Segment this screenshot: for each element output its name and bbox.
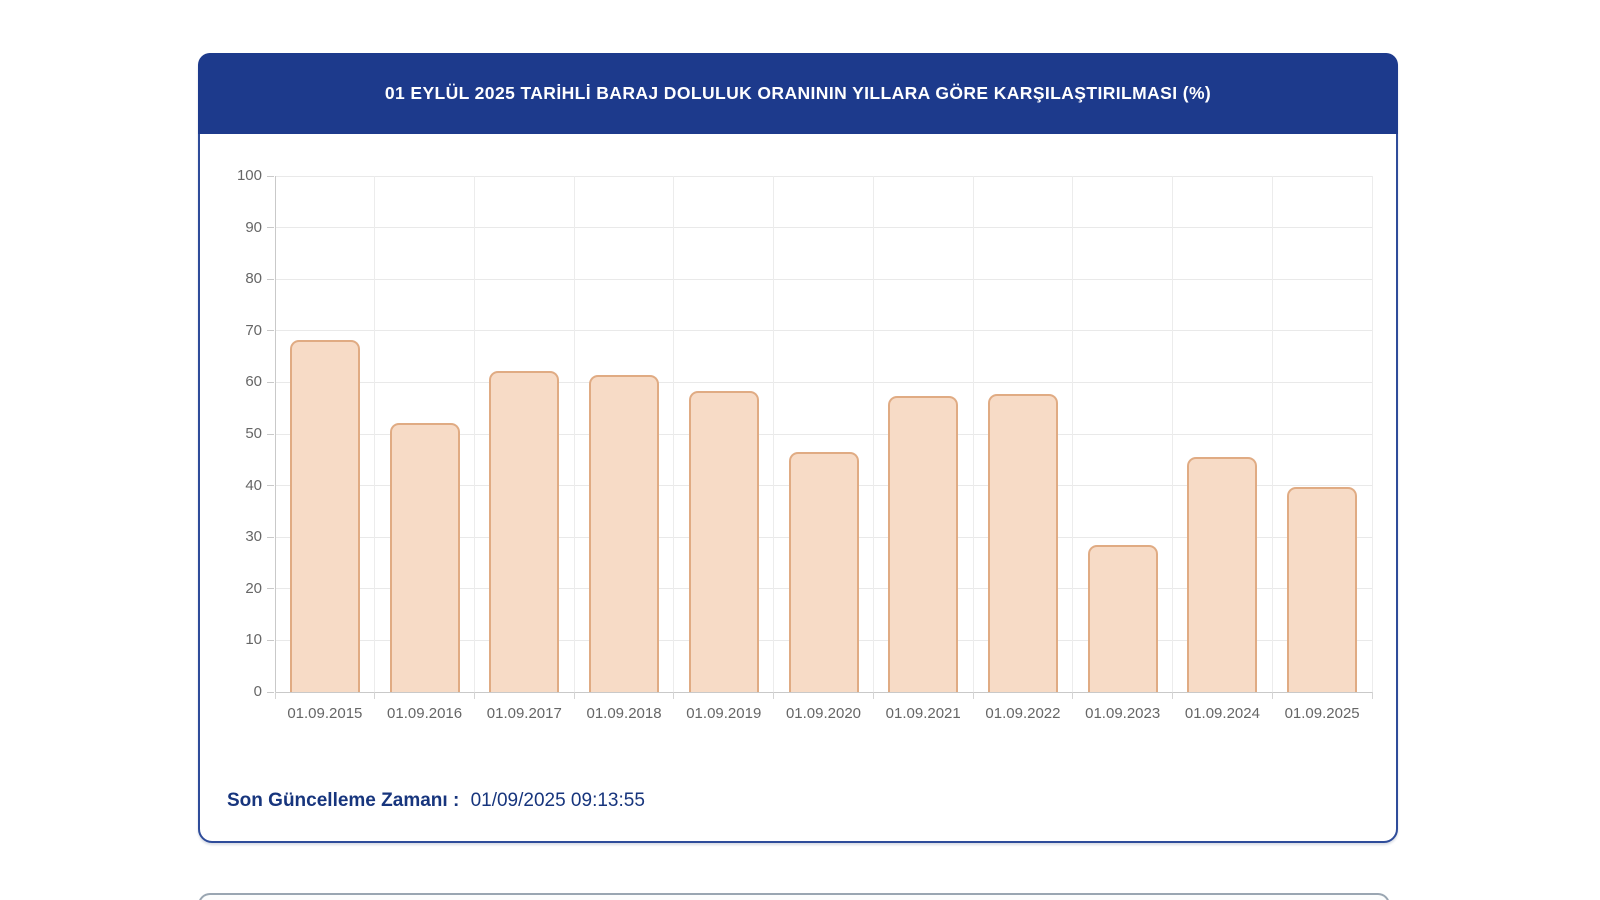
x-axis-label-01.09.2019: 01.09.2019 <box>686 705 762 722</box>
gridline-x-9 <box>1172 176 1174 692</box>
bar-01.09.2022[interactable] <box>987 394 1058 692</box>
gridline-y-50 <box>275 433 1372 435</box>
x-axis-label-01.09.2024: 01.09.2024 <box>1184 705 1260 722</box>
ytick-0 <box>267 691 274 693</box>
gridline-x-10 <box>1271 176 1273 692</box>
y-axis-label-0: 0 <box>253 683 262 700</box>
bar-chart: 0 10 20 30 40 50 60 70 80 90 100 01.09.2015 01.09.20… <box>200 55 1396 841</box>
xtick-3 <box>573 692 575 699</box>
gridline-x-8 <box>1072 176 1074 692</box>
y-axis-label-50: 50 <box>245 425 262 442</box>
bar-01.09.2016[interactable] <box>389 422 460 692</box>
x-axis-label-01.09.2022: 01.09.2022 <box>985 705 1061 722</box>
xtick-2 <box>473 692 475 699</box>
ytick-10 <box>267 639 274 641</box>
y-axis-label-60: 60 <box>245 373 262 391</box>
gridline-x-11 <box>1371 176 1373 692</box>
xtick-0 <box>274 692 276 699</box>
x-axis-label-01.09.2021: 01.09.2021 <box>885 705 961 722</box>
gridline-x-2 <box>473 176 475 692</box>
gridline-y-60 <box>275 381 1372 383</box>
xtick-1 <box>374 692 376 699</box>
bar-01.09.2018[interactable] <box>589 375 660 692</box>
xtick-7 <box>972 692 974 699</box>
gridline-x-3 <box>573 176 575 692</box>
gridline-x-4 <box>673 176 675 692</box>
x-axis-label-01.09.2023: 01.09.2023 <box>1085 705 1161 722</box>
gridline-y-100 <box>275 175 1372 177</box>
x-axis-label-01.09.2020: 01.09.2020 <box>785 705 862 722</box>
gridline-y-80 <box>275 278 1372 280</box>
ytick-100 <box>267 175 274 177</box>
chart-plot-area <box>274 175 1373 693</box>
x-axis-label-01.09.2025: 01.09.2025 <box>1284 705 1360 722</box>
last-update: Son Güncelleme Zamanı : 01/09/2025 09:13… <box>227 790 645 812</box>
last-update-label: Son Güncelleme Zamanı : <box>227 790 460 811</box>
chart-card-header: 01 EYLÜL 2025 TARİHLİ BARAJ DOLULUK ORAN… <box>198 53 1398 134</box>
y-axis-label-70: 70 <box>245 321 262 339</box>
xtick-5 <box>773 692 775 699</box>
bar-01.09.2025[interactable] <box>1287 487 1358 692</box>
ytick-70 <box>267 330 274 332</box>
gridline-x-7 <box>972 176 974 692</box>
xtick-4 <box>673 692 675 699</box>
x-axis-label-01.09.2017: 01.09.2017 <box>486 705 562 722</box>
gridline-x-5 <box>773 176 775 692</box>
y-axis-label-80: 80 <box>245 270 262 288</box>
bar-01.09.2019[interactable] <box>688 390 759 692</box>
y-axis-label-40: 40 <box>245 476 262 494</box>
gridline-x-0 <box>274 176 276 692</box>
ytick-80 <box>267 278 274 280</box>
chart-card: 01 EYLÜL 2025 TARİHLİ BARAJ DOLULUK ORAN… <box>198 53 1398 843</box>
last-update-value: 01/09/2025 09:13:55 <box>470 790 645 811</box>
gridline-y-90 <box>275 227 1372 229</box>
ytick-50 <box>267 433 274 435</box>
chart-title: 01 EYLÜL 2025 TARİHLİ BARAJ DOLULUK ORAN… <box>384 83 1212 103</box>
y-axis-label-20: 20 <box>245 579 262 597</box>
bar-01.09.2021[interactable] <box>888 395 959 692</box>
xtick-6 <box>872 692 874 699</box>
ytick-60 <box>267 381 274 383</box>
bar-01.09.2017[interactable] <box>489 370 560 692</box>
bar-01.09.2020[interactable] <box>788 452 859 692</box>
bar-01.09.2024[interactable] <box>1187 457 1258 692</box>
bar-01.09.2015[interactable] <box>289 339 360 692</box>
x-axis-label-01.09.2015: 01.09.2015 <box>287 705 363 722</box>
gridline-y-70 <box>275 330 1372 332</box>
xtick-10 <box>1271 692 1273 699</box>
gridline-x-1 <box>374 176 376 692</box>
y-axis-label-10: 10 <box>245 631 262 649</box>
x-axis-label-01.09.2016: 01.09.2016 <box>387 705 463 722</box>
gridline-y-0 <box>275 691 1372 693</box>
ytick-90 <box>267 227 274 229</box>
xtick-11 <box>1371 692 1373 699</box>
xtick-8 <box>1072 692 1074 699</box>
ytick-40 <box>267 485 274 487</box>
y-axis-label-90: 90 <box>245 218 262 236</box>
xtick-9 <box>1172 692 1174 699</box>
gridline-x-6 <box>872 176 874 692</box>
x-axis-label-01.09.2018: 01.09.2018 <box>586 705 662 722</box>
bar-01.09.2023[interactable] <box>1087 544 1158 692</box>
y-axis-label-100: 100 <box>236 167 262 184</box>
ytick-20 <box>267 588 274 590</box>
y-axis-label-30: 30 <box>245 528 262 546</box>
ytick-30 <box>267 536 274 538</box>
next-card-top-edge <box>198 893 1390 900</box>
